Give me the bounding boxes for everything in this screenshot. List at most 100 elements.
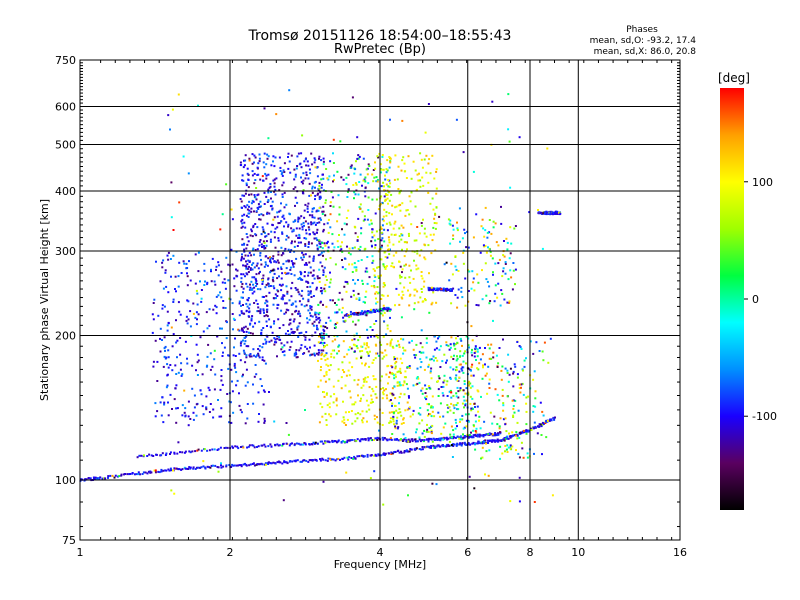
data-point xyxy=(500,289,503,292)
data-point xyxy=(318,157,320,160)
data-point xyxy=(489,411,492,414)
data-point xyxy=(247,178,250,181)
data-point xyxy=(355,297,358,300)
data-point xyxy=(275,341,278,344)
data-point xyxy=(500,369,503,372)
data-point xyxy=(365,168,368,171)
data-point xyxy=(156,410,159,413)
data-point xyxy=(294,173,297,176)
data-point xyxy=(337,457,340,460)
data-point xyxy=(153,469,156,472)
data-point xyxy=(431,154,434,157)
data-point xyxy=(476,405,479,408)
data-point xyxy=(426,445,429,448)
data-point xyxy=(483,245,486,248)
data-point xyxy=(264,261,267,264)
data-point xyxy=(422,285,425,288)
data-point xyxy=(287,225,290,228)
data-point xyxy=(461,402,464,405)
data-point xyxy=(325,168,328,170)
data-point xyxy=(175,384,178,387)
data-point xyxy=(398,235,401,238)
data-point xyxy=(148,453,151,456)
data-point xyxy=(266,222,269,225)
data-point xyxy=(380,312,383,315)
data-point xyxy=(361,438,364,441)
data-point xyxy=(273,287,276,290)
data-point xyxy=(195,289,198,292)
data-point xyxy=(240,200,243,203)
data-point xyxy=(284,332,287,335)
data-point xyxy=(320,349,323,352)
data-point xyxy=(427,191,430,194)
data-point xyxy=(390,265,393,268)
data-point xyxy=(239,164,242,166)
data-point xyxy=(496,296,499,299)
data-point xyxy=(262,277,265,280)
data-point xyxy=(172,298,175,301)
data-point xyxy=(318,335,320,338)
data-point xyxy=(223,447,226,449)
data-point xyxy=(177,468,180,471)
data-point xyxy=(340,176,343,179)
data-point xyxy=(325,424,328,426)
data-point xyxy=(252,402,255,405)
data-point xyxy=(319,196,322,199)
data-point xyxy=(358,206,361,209)
data-point xyxy=(412,160,415,163)
data-point xyxy=(228,400,231,403)
data-point xyxy=(456,227,459,230)
data-point xyxy=(457,270,460,272)
data-point xyxy=(350,166,353,169)
data-point xyxy=(335,311,338,314)
data-point xyxy=(389,343,392,346)
data-point xyxy=(402,384,405,387)
data-point xyxy=(162,365,165,368)
data-point xyxy=(310,194,312,197)
data-point xyxy=(257,208,260,210)
data-point xyxy=(244,361,247,364)
data-point xyxy=(425,395,428,398)
data-point xyxy=(265,174,268,177)
data-point xyxy=(360,311,363,314)
data-point xyxy=(344,280,347,283)
data-point xyxy=(392,373,394,376)
data-point xyxy=(406,408,409,411)
data-point xyxy=(488,302,491,305)
data-point xyxy=(321,406,324,409)
data-point xyxy=(325,373,328,376)
data-point xyxy=(269,256,271,259)
data-point xyxy=(394,304,396,307)
data-point xyxy=(288,323,291,326)
data-point xyxy=(351,403,354,406)
data-point xyxy=(248,205,250,208)
data-point xyxy=(457,390,460,393)
data-point xyxy=(389,342,392,345)
data-point xyxy=(310,223,313,226)
data-point xyxy=(419,342,422,345)
data-point xyxy=(259,288,262,291)
data-point xyxy=(266,311,269,313)
data-point xyxy=(331,299,334,302)
data-point xyxy=(249,463,252,466)
data-point xyxy=(459,338,462,340)
data-point xyxy=(248,209,251,212)
data-point xyxy=(425,438,428,441)
data-point xyxy=(480,434,483,437)
data-point xyxy=(321,213,324,215)
data-point xyxy=(431,424,434,427)
data-point xyxy=(459,387,462,390)
data-point xyxy=(515,449,517,452)
data-point xyxy=(518,383,521,386)
data-point xyxy=(439,415,441,418)
data-point xyxy=(305,262,308,264)
data-point xyxy=(433,217,436,220)
data-point xyxy=(241,174,244,177)
data-point xyxy=(478,362,481,365)
data-point xyxy=(481,353,484,356)
data-point xyxy=(388,166,391,169)
data-point xyxy=(268,391,270,393)
data-point xyxy=(165,452,168,455)
data-point xyxy=(300,241,302,244)
data-point xyxy=(438,288,441,290)
